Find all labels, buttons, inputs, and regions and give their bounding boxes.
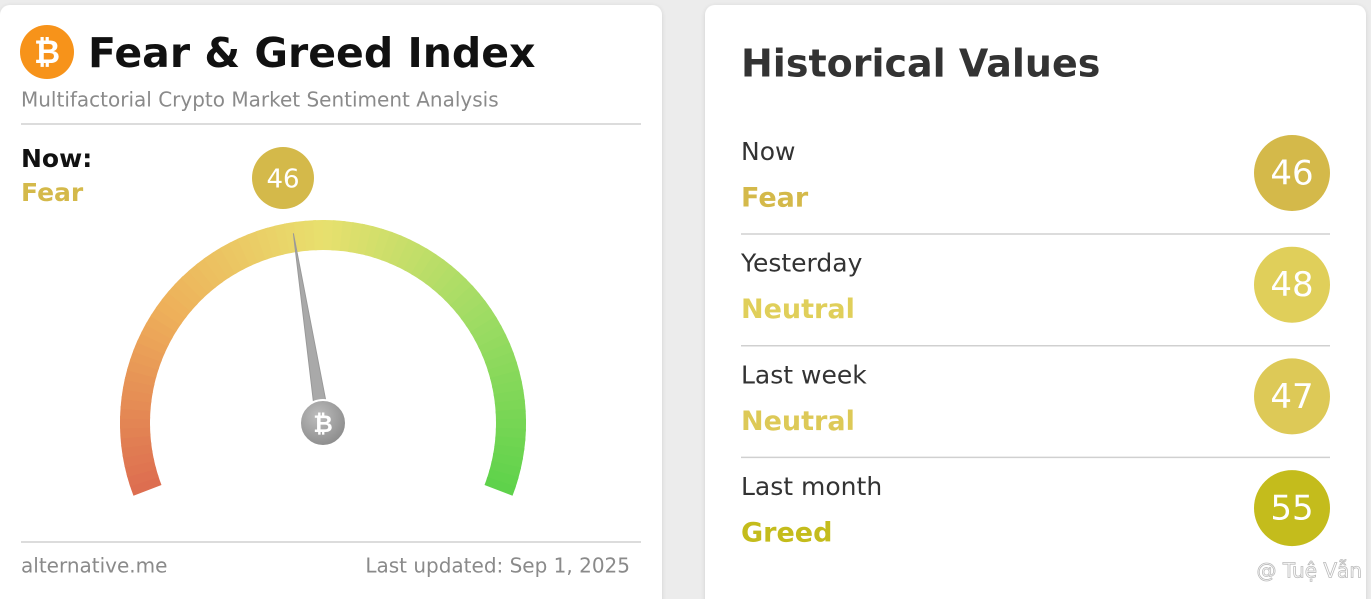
row-label: Yesterday xyxy=(740,249,863,278)
historical-rows: Now Fear 46 Yesterday Neutral 48 Last week Neut… xyxy=(740,135,1330,549)
now-classification: Fear xyxy=(21,178,84,207)
bitcoin-symbol: ₿ xyxy=(34,33,60,71)
row-classification: Fear xyxy=(741,183,809,214)
row-badge xyxy=(1254,135,1330,211)
row-label: Last month xyxy=(741,472,882,501)
row-label: Last week xyxy=(741,360,867,389)
source: alternative.me xyxy=(21,554,167,578)
value-badge xyxy=(252,147,314,209)
row-badge-text: 46 xyxy=(1270,154,1313,194)
bitcoin-icon xyxy=(20,25,74,79)
watermark: @ Tuệ Vẫn xyxy=(1257,559,1363,583)
row-badge xyxy=(1254,358,1330,435)
row-badge xyxy=(1254,470,1330,547)
last-updated: Last updated: Sep 1, 2025 xyxy=(365,554,630,578)
row-classification: Neutral xyxy=(741,406,855,437)
now-label: Now: xyxy=(21,144,92,173)
gauge: ₿ xyxy=(120,220,526,496)
row-badge-text: 55 xyxy=(1270,489,1313,529)
historical-card xyxy=(705,5,1366,599)
row-classification: Neutral xyxy=(741,294,855,325)
row-badge-text: 47 xyxy=(1270,377,1313,417)
gauge-hub xyxy=(299,399,347,447)
historical-title: Historical Values xyxy=(741,42,1100,86)
row-badge-text: 48 xyxy=(1270,265,1313,305)
row-classification: Greed xyxy=(741,518,832,549)
card-subtitle: Multifactorial Crypto Market Sentiment A… xyxy=(21,88,499,112)
value-badge-text: 46 xyxy=(266,165,299,195)
gauge-hub-symbol: ₿ xyxy=(313,410,333,438)
row-badge xyxy=(1254,246,1330,323)
card-title: Fear & Greed Index xyxy=(88,29,536,77)
gauge-arc-segment xyxy=(484,477,516,496)
row-label: Now xyxy=(741,137,795,166)
